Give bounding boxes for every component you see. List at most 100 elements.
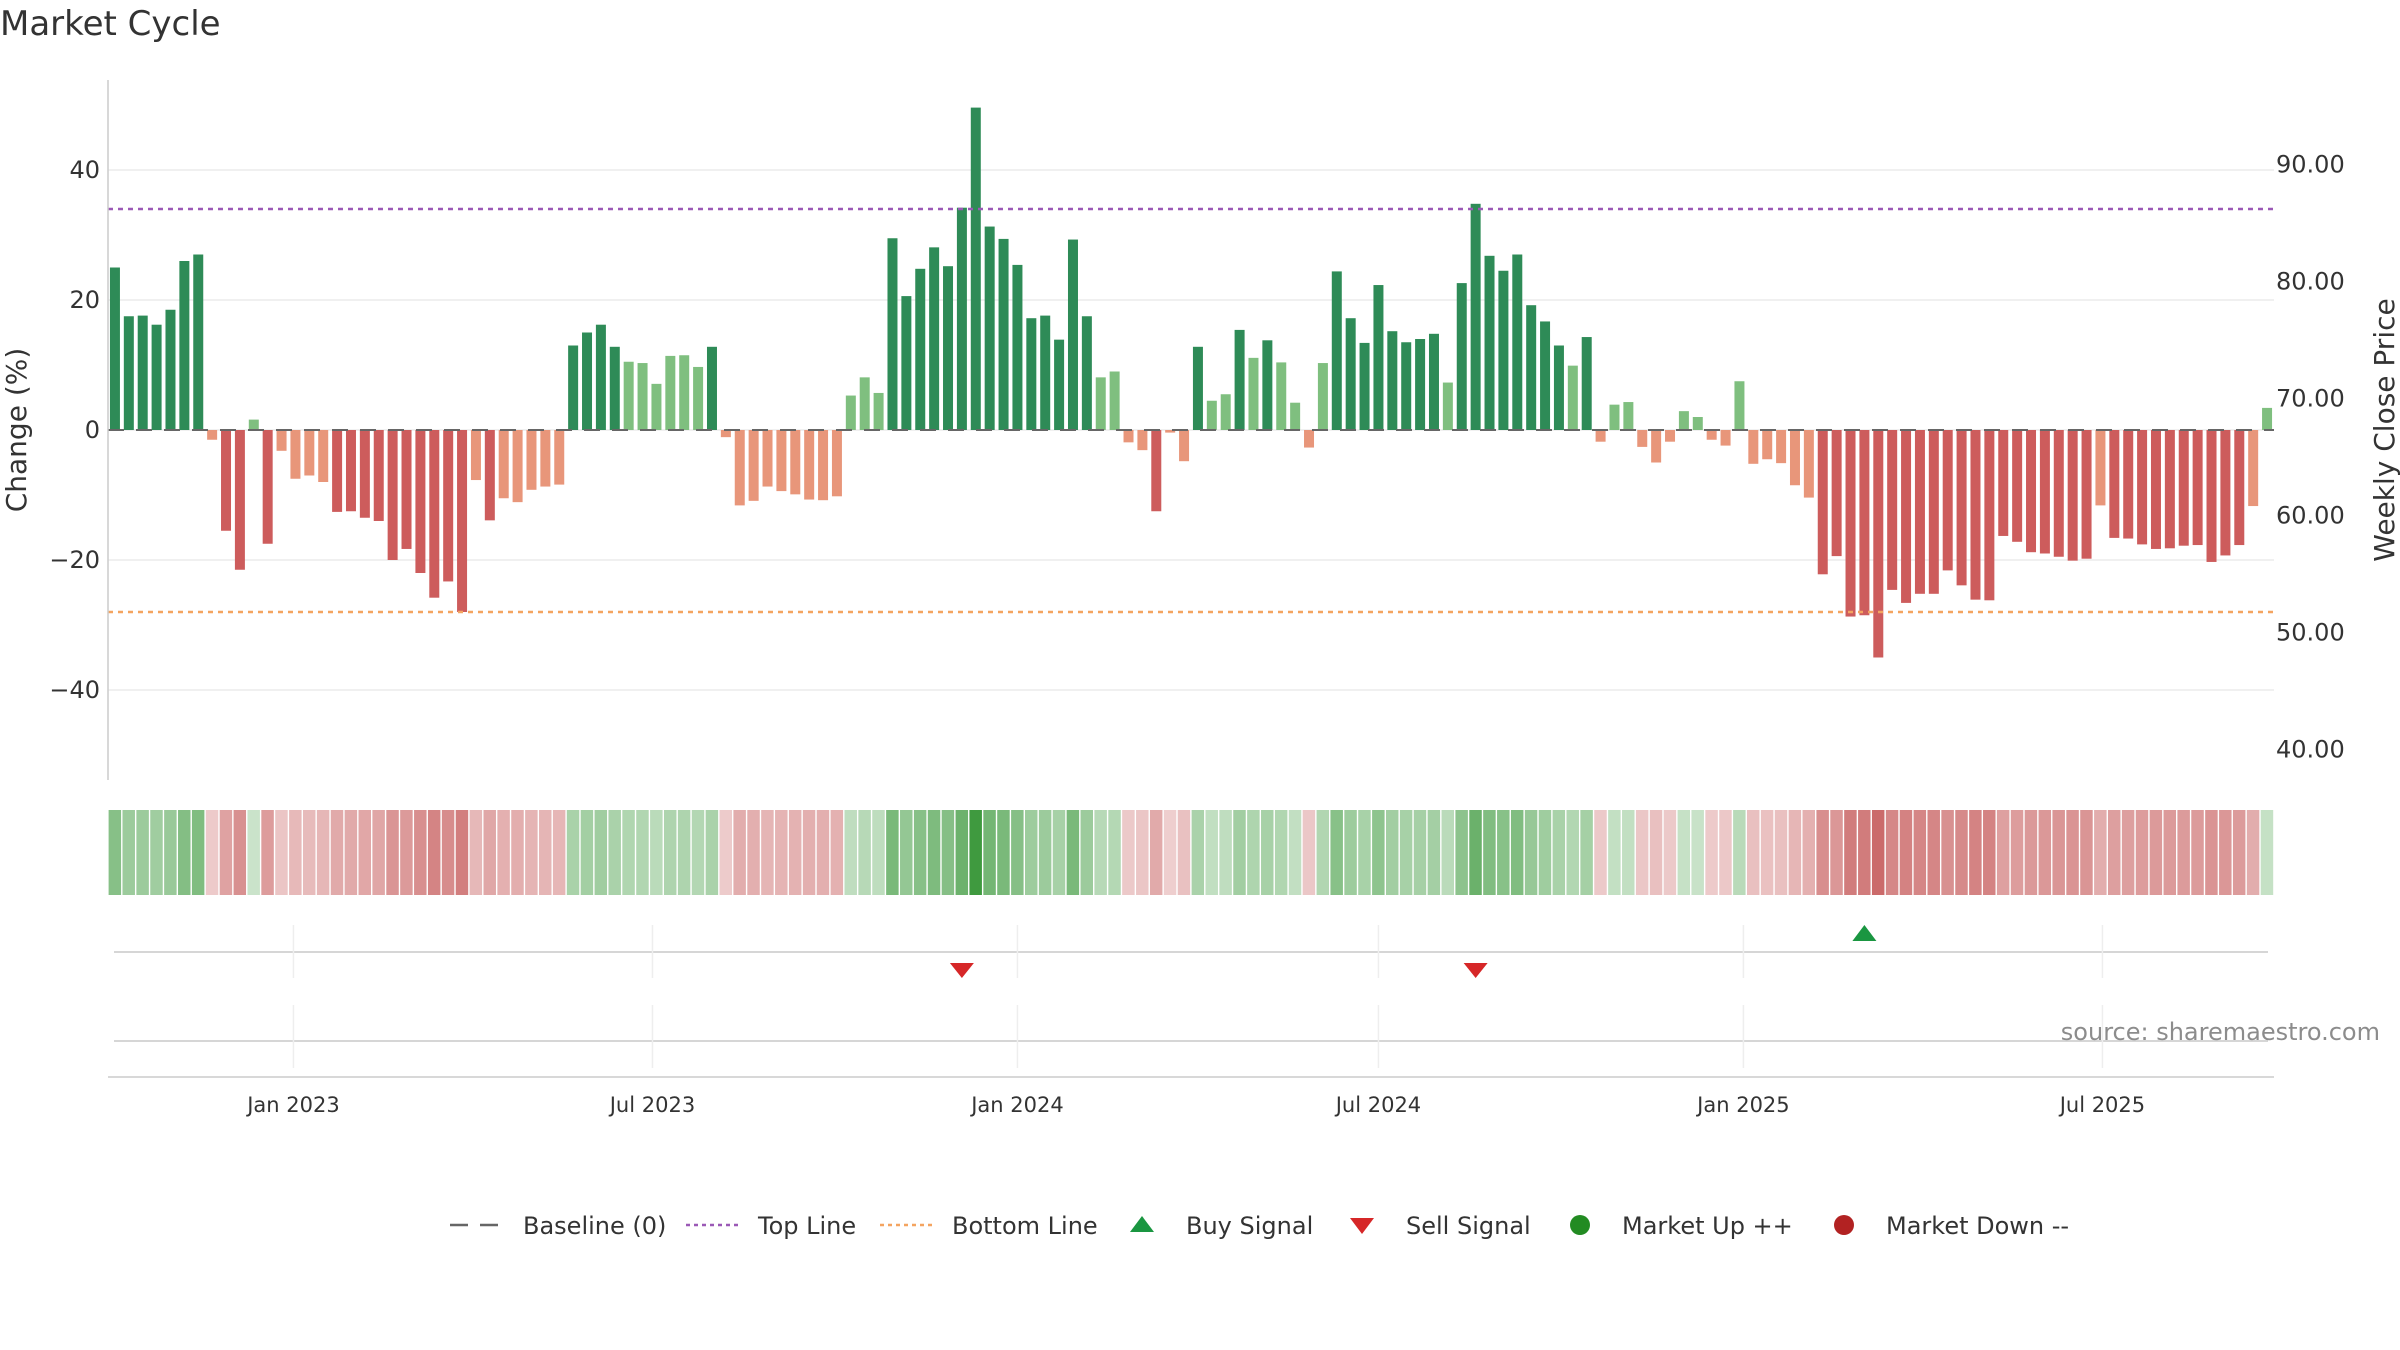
change-bar	[512, 430, 523, 503]
heat-cell	[1288, 810, 1302, 895]
heat-cell	[2246, 810, 2260, 895]
change-bar	[1498, 270, 1509, 430]
change-bar	[1123, 430, 1134, 443]
heat-cell	[1594, 810, 1607, 895]
heat-cell	[900, 810, 913, 895]
change-bar	[1248, 357, 1259, 430]
heat-cell	[1746, 810, 1760, 895]
change-bar	[1290, 402, 1301, 430]
heat-cell	[2038, 810, 2052, 895]
heat-cell	[1663, 810, 1677, 895]
heat-cell	[2010, 810, 2024, 895]
heat-cell	[1219, 810, 1232, 895]
heat-cell	[1066, 810, 1080, 895]
change-bar	[1762, 430, 1773, 460]
legend-item: Market Up ++	[1570, 1212, 1793, 1240]
change-bar	[1998, 430, 2009, 536]
heat-cell	[1510, 810, 1524, 895]
heat-cell	[1274, 810, 1288, 895]
heat-cell	[1316, 810, 1330, 895]
heat-cell	[719, 810, 733, 895]
heat-cell	[1524, 810, 1538, 895]
heat-cell	[2205, 810, 2218, 895]
heat-cell	[2163, 810, 2177, 895]
change-bar	[415, 430, 426, 573]
change-bar	[1748, 430, 1759, 464]
y-left-tick-label: 0	[85, 416, 100, 444]
change-bar	[1373, 285, 1384, 430]
heat-cell	[1052, 810, 1066, 895]
legend-label: Sell Signal	[1406, 1212, 1531, 1240]
heat-cell	[802, 810, 816, 895]
change-bar	[1220, 394, 1231, 430]
heat-cell	[830, 810, 844, 895]
heat-cell	[302, 810, 316, 895]
change-bar	[623, 361, 634, 430]
heat-strip	[108, 810, 2274, 895]
change-bar	[1206, 400, 1217, 430]
heat-cell	[358, 810, 372, 895]
change-bar	[998, 238, 1009, 430]
heat-cell	[1552, 810, 1566, 895]
change-bar	[637, 363, 648, 430]
change-bar	[1317, 363, 1328, 430]
legend-circle-icon	[1834, 1215, 1854, 1235]
change-bar	[123, 316, 134, 430]
y-right-axis-title: Weekly Close Price	[2368, 298, 2400, 561]
change-bar	[137, 315, 148, 430]
sell-signal-marker	[949, 963, 974, 978]
change-bar	[929, 247, 940, 430]
change-bar	[1845, 430, 1856, 617]
heat-cell	[2191, 810, 2204, 895]
change-bar	[1095, 377, 1106, 430]
legend-item: Buy Signal	[1130, 1212, 1313, 1240]
change-bar	[2262, 407, 2273, 430]
heat-cell	[566, 810, 580, 895]
heat-cell	[2121, 810, 2135, 895]
heat-cell	[636, 810, 649, 895]
heat-cell	[1205, 810, 1218, 895]
x-tick-label: Jul 2024	[1334, 1093, 1421, 1117]
change-bar	[1637, 430, 1648, 447]
change-bar	[1623, 402, 1634, 430]
change-bar	[831, 430, 842, 497]
heat-cell	[691, 810, 705, 895]
legend: Baseline (0) Top Line Bottom Line Buy Signa…	[450, 1212, 2069, 1240]
legend-label: Top Line	[757, 1212, 856, 1240]
heat-cell	[872, 810, 885, 895]
change-bar	[290, 430, 301, 479]
heat-cell	[1705, 810, 1718, 895]
heat-cell	[1608, 810, 1621, 895]
heat-cell	[1830, 810, 1843, 895]
change-bar	[859, 377, 870, 430]
change-bar	[2248, 430, 2259, 507]
change-bar	[1817, 430, 1828, 575]
heat-cell	[1385, 810, 1399, 895]
heat-cell	[247, 810, 260, 895]
change-bar	[1179, 430, 1190, 462]
change-bar	[651, 383, 662, 430]
change-bar	[734, 430, 745, 506]
change-bar	[2137, 430, 2148, 545]
heat-cell	[372, 810, 385, 895]
y-left-tick-label: −40	[49, 676, 100, 704]
legend-label: Market Up ++	[1622, 1212, 1793, 1240]
change-bar	[151, 324, 162, 430]
x-tick-label: Jul 2025	[2058, 1093, 2145, 1117]
chart-title: Market Cycle	[0, 4, 221, 44]
heat-cell	[2080, 810, 2093, 895]
change-bar	[970, 107, 981, 430]
y-right-tick-label: 60.00	[2276, 501, 2345, 529]
heat-cell	[886, 810, 899, 895]
heat-cell	[816, 810, 830, 895]
heat-cell	[1649, 810, 1663, 895]
change-bar	[1678, 411, 1689, 430]
change-bar	[1331, 271, 1342, 430]
heat-cell	[1580, 810, 1593, 895]
heat-cell	[747, 810, 760, 895]
change-bar	[248, 419, 259, 430]
change-bar	[443, 430, 454, 582]
change-bar	[1067, 239, 1078, 430]
change-bar	[915, 268, 926, 430]
heat-cell	[733, 810, 746, 895]
